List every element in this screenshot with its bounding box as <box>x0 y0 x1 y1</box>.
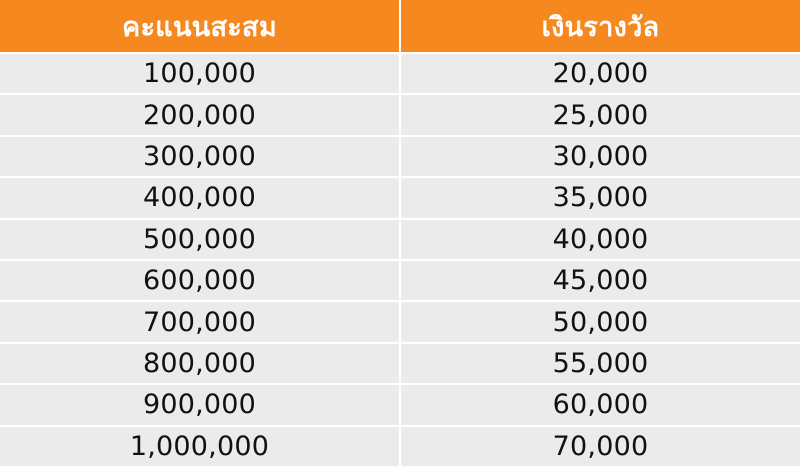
prize-cell: 40,000 <box>401 219 800 259</box>
prize-cell: 70,000 <box>401 426 800 466</box>
prize-cell: 20,000 <box>401 54 800 94</box>
prize-cell: 35,000 <box>401 178 800 218</box>
points-cell: 500,000 <box>0 219 399 259</box>
prize-cell: 50,000 <box>401 302 800 342</box>
points-cell: 700,000 <box>0 302 399 342</box>
prize-cell: 30,000 <box>401 136 800 177</box>
prize-cell: 60,000 <box>401 385 800 425</box>
points-cell: 300,000 <box>0 136 399 177</box>
prize-cell: 45,000 <box>401 260 800 301</box>
header-accumulated-points: คะแนนสะสม <box>0 0 399 52</box>
header-prize-money: เงินรางวัล <box>401 0 800 52</box>
points-cell: 1,000,000 <box>0 426 399 466</box>
points-cell: 800,000 <box>0 343 399 384</box>
prize-cell: 25,000 <box>401 95 800 135</box>
prize-cell: 55,000 <box>401 343 800 384</box>
points-cell: 600,000 <box>0 260 399 301</box>
points-cell: 200,000 <box>0 95 399 135</box>
points-cell: 100,000 <box>0 54 399 94</box>
points-cell: 400,000 <box>0 178 399 218</box>
points-cell: 900,000 <box>0 385 399 425</box>
